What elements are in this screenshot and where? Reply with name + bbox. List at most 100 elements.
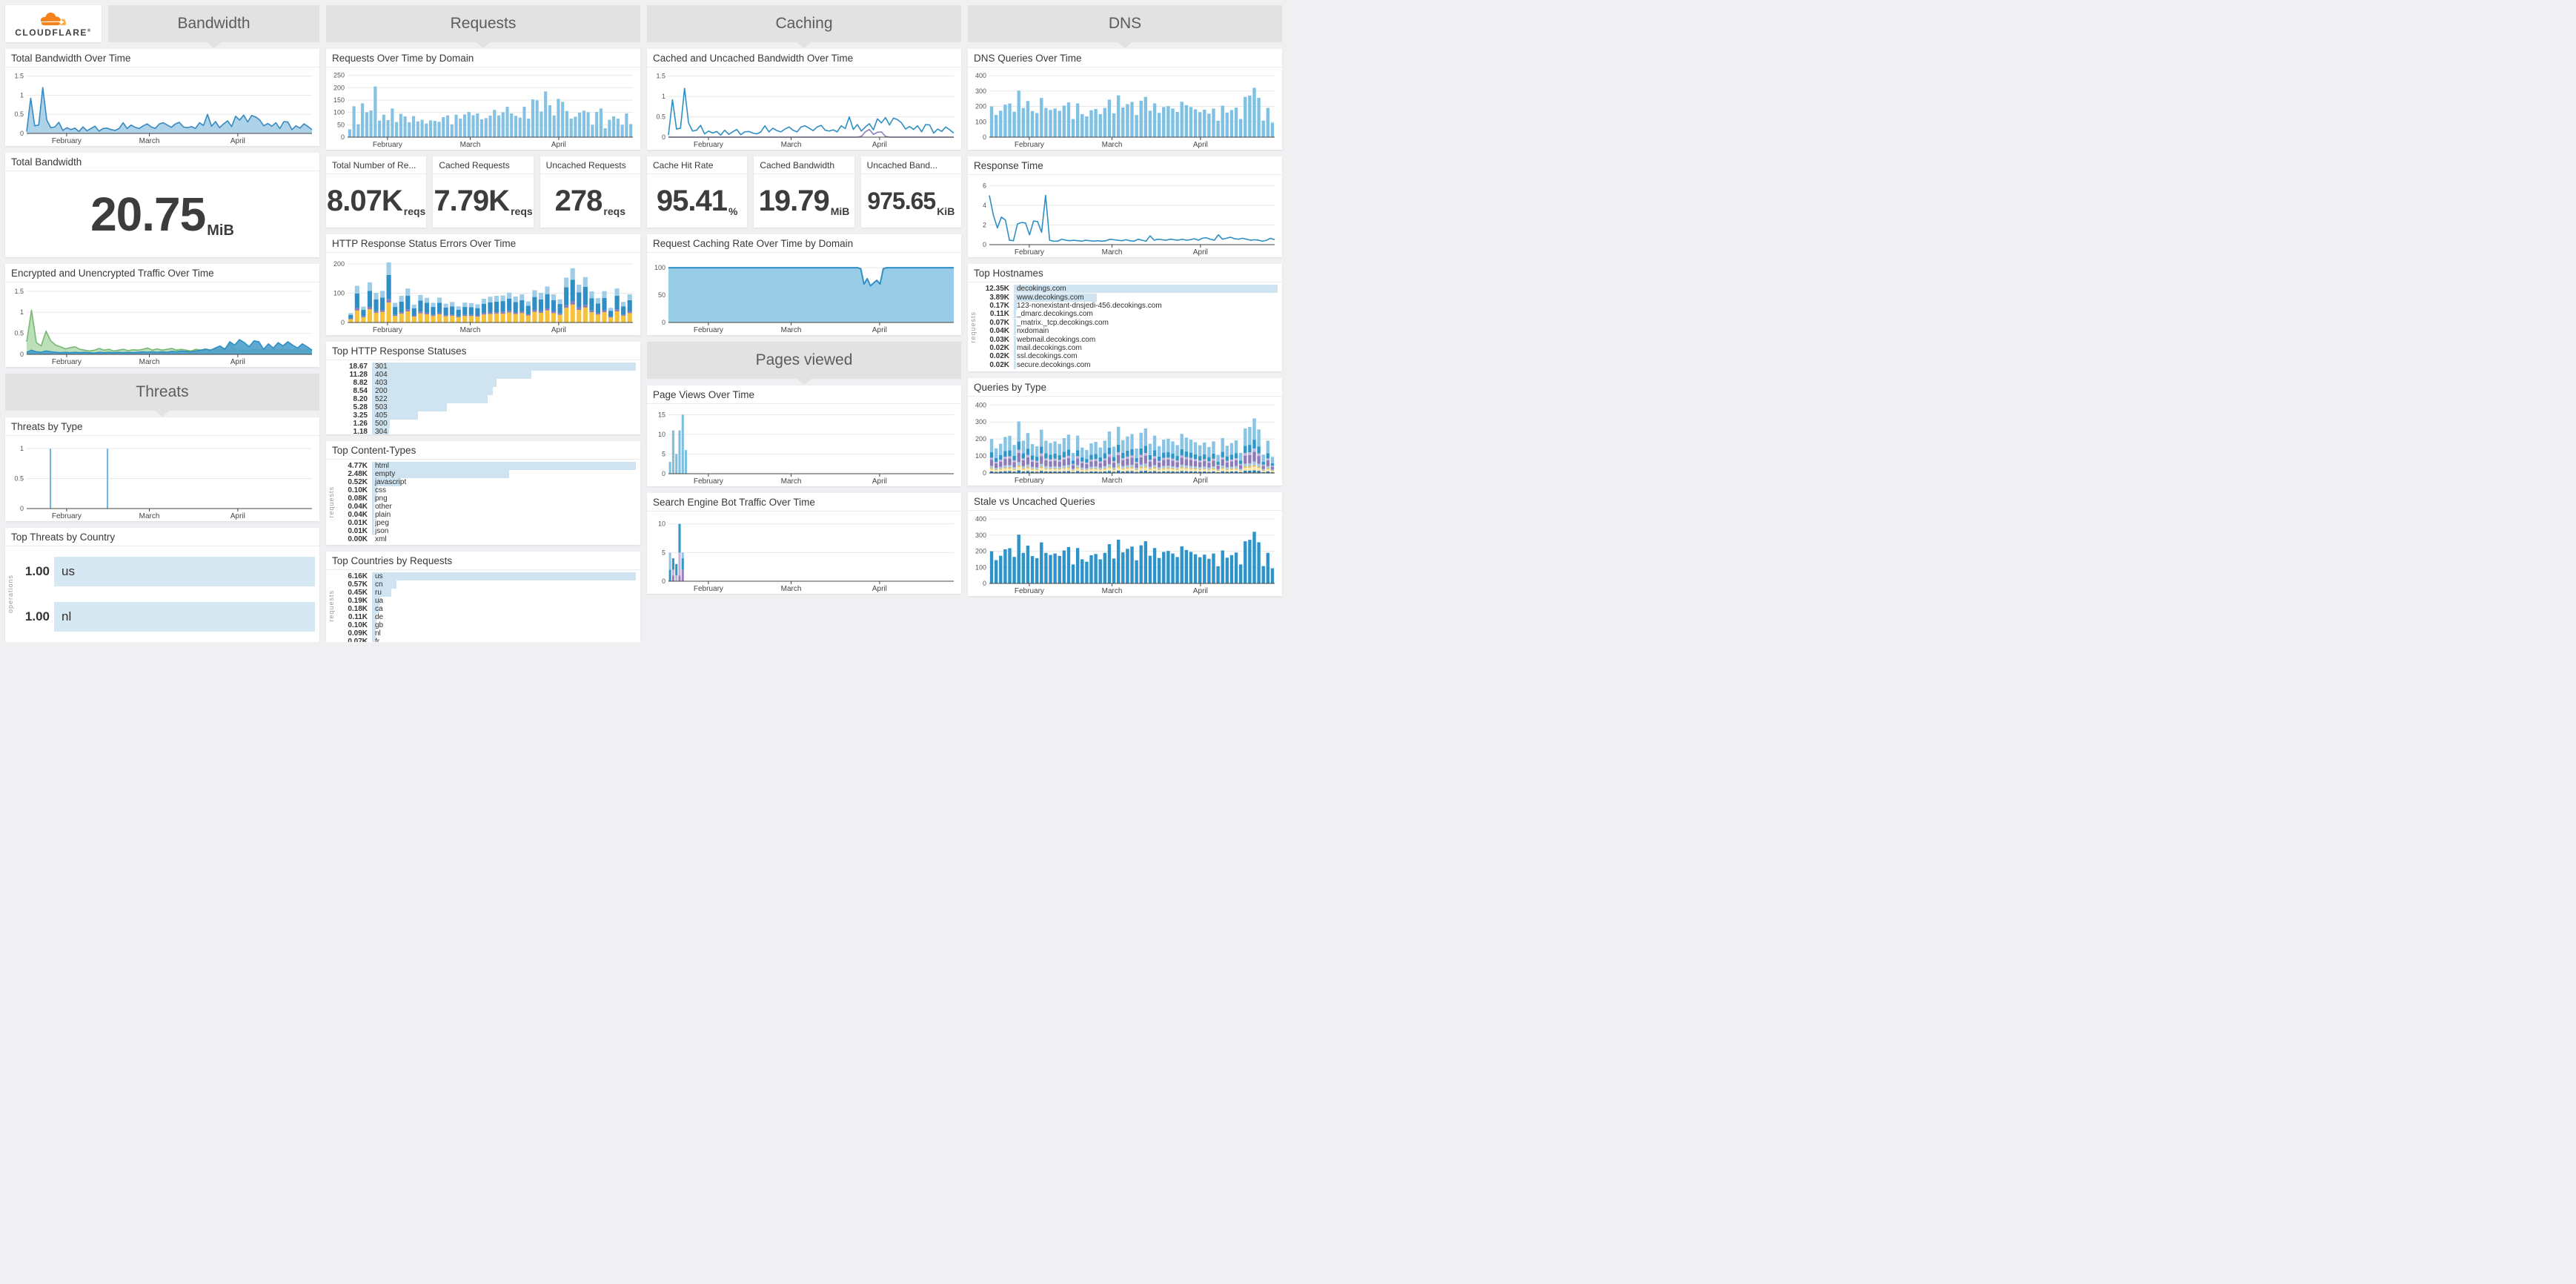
column-requests: Requests Requests Over Time by Domain 0 5… (326, 5, 640, 642)
section-pointer (796, 42, 812, 48)
svg-text:200: 200 (333, 260, 345, 268)
list-item-label: webmail.decokings.com (1017, 335, 1096, 344)
svg-text:200: 200 (975, 548, 986, 555)
list-item-value: 1.26 (353, 420, 368, 428)
panel-dns-queries: DNS Queries Over Time 0 100 200 300 400 Febru… (968, 49, 1282, 150)
queries-by-type-stacked-bar-chart[interactable]: 0 100 200 300 400 February March April (969, 398, 1279, 485)
svg-text:April: April (551, 141, 566, 149)
svg-text:February: February (1015, 587, 1044, 595)
top-hostnames-list: 12.35K decokings.com 3.89K www.decokings.co… (978, 285, 1278, 369)
section-header-dns: DNS (968, 5, 1282, 48)
svg-text:300: 300 (975, 418, 986, 426)
list-item-label: ca (375, 605, 383, 613)
svg-text:March: March (460, 326, 481, 334)
svg-text:March: March (139, 358, 160, 366)
svg-text:February: February (373, 141, 402, 149)
svg-text:March: March (460, 141, 481, 149)
encrypted-traffic-area-chart[interactable]: 0 0.5 1 1.5 February March April (7, 284, 316, 366)
total-bandwidth-area-chart[interactable]: 0 0.5 1 1.5 February March April (7, 69, 316, 145)
svg-text:April: April (230, 512, 245, 520)
panel-search-bot-traffic: Search Engine Bot Traffic Over Time 0 5 10… (647, 493, 961, 594)
panel-top-countries: Top Countries by Requests requests 6.16K… (326, 552, 640, 642)
y-axis-label (326, 363, 336, 432)
list-item-label: html (375, 462, 389, 470)
list-item-bar (372, 403, 447, 411)
list-item-bar (372, 379, 497, 387)
list-item-bar (372, 519, 374, 527)
dns-queries-bar-chart[interactable]: 0 100 200 300 400 February March April (969, 69, 1279, 149)
svg-text:0: 0 (983, 469, 986, 477)
list-item: 0.07K _matrix._tcp.decokings.com (978, 318, 1278, 327)
svg-text:250: 250 (333, 72, 345, 79)
list-item-value: 0.03K (989, 335, 1009, 344)
response-time-line-chart[interactable]: 0 2 4 6 February March April (969, 176, 1279, 257)
y-axis-label: requests (328, 486, 335, 518)
list-item-bar (1014, 310, 1017, 319)
list-item-bar (372, 589, 391, 597)
svg-text:100: 100 (975, 452, 986, 460)
list-item-bar (1014, 285, 1278, 294)
svg-text:April: April (230, 358, 245, 366)
section-header-pages-viewed: Pages viewed (647, 342, 961, 385)
http-errors-stacked-bar-chart[interactable]: 0 100 200 February March April (328, 254, 637, 334)
list-item: 8.82 403 (336, 379, 636, 387)
stat-title: Uncached Requests (540, 156, 640, 174)
page-views-bar-chart[interactable]: 0 5 10 15 February March April (648, 406, 958, 486)
panel-response-time: Response Time 0 2 4 6 February March April (968, 156, 1282, 257)
request-caching-rate-area-chart[interactable]: 0 50 100 February March April (648, 254, 958, 334)
stale-vs-uncached-bar-chart[interactable]: 0 100 200 300 400 February March April (969, 512, 1279, 595)
svg-text:400: 400 (975, 515, 986, 523)
requests-over-time-bar-chart[interactable]: 0 50 100 150 200 250 February March April (328, 69, 637, 149)
threats-by-type-bar-chart[interactable]: 0 0.5 1 February March April (7, 437, 316, 520)
panel-threats-by-type: Threats by Type 0 0.5 1 February March April (5, 417, 319, 521)
list-item: 1.26 500 (336, 420, 636, 428)
panel-total-requests-stat: Total Number of Re... 8.07K reqs (326, 156, 427, 228)
section-title: Bandwidth (177, 15, 250, 32)
list-item: 0.01K json (336, 527, 636, 535)
list-item-value: 0.02K (989, 343, 1009, 352)
svg-text:March: March (781, 477, 802, 486)
cloudflare-analytics-dashboard: CLOUDFLARE® Bandwidth Total Bandwidth Ov… (0, 0, 1288, 642)
list-item-label: nxdomain (1017, 327, 1049, 336)
list-item-bar (1014, 343, 1016, 352)
list-item-value: 1.18 (353, 428, 368, 434)
section-title: Threats (136, 383, 189, 400)
svg-text:100: 100 (654, 264, 665, 271)
list-item-value: 1.00 (24, 563, 50, 578)
list-item-label: gb (375, 621, 384, 629)
svg-text:0: 0 (983, 133, 986, 141)
panel-encrypted-traffic: Encrypted and Unencrypted Traffic Over T… (5, 264, 319, 367)
svg-text:April: April (230, 137, 245, 145)
search-bot-stacked-bar-chart[interactable]: 0 5 10 February March April (648, 513, 958, 593)
svg-text:10: 10 (658, 520, 665, 528)
list-item-bar (372, 462, 636, 470)
top-content-types-list: 4.77K html 2.48K empty 0.52K javascript 0.10K c… (336, 462, 636, 543)
svg-text:0: 0 (20, 505, 24, 512)
svg-text:300: 300 (975, 532, 986, 539)
list-item-value: 4.77K (348, 462, 368, 470)
panel-title: Cached and Uncached Bandwidth Over Time (647, 49, 961, 67)
list-item-bar (54, 556, 315, 586)
list-item-bar (1014, 318, 1016, 327)
list-item-value: 8.54 (353, 387, 368, 395)
list-item-label: 503 (375, 403, 388, 411)
list-item-value: 0.10K (348, 621, 368, 629)
list-item-label: other (375, 503, 392, 511)
svg-text:5: 5 (662, 549, 665, 556)
list-item: 0.04K other (336, 503, 636, 511)
svg-text:2: 2 (983, 221, 986, 228)
panel-title: Stale vs Uncached Queries (968, 492, 1282, 511)
list-item-value: 0.11K (348, 613, 368, 621)
cached-uncached-line-chart[interactable]: 0 0.5 1 1.5 February March April (648, 69, 958, 149)
stat-title: Total Number of Re... (326, 156, 427, 174)
top-http-statuses-list: 18.67 301 11.28 404 8.82 403 8.54 200 8.20 522 5.2… (336, 363, 636, 434)
list-item: 5.28 503 (336, 403, 636, 411)
panel-cached-uncached-bandwidth: Cached and Uncached Bandwidth Over Time … (647, 49, 961, 150)
stat-title: Cached Bandwidth (754, 156, 854, 174)
panel-title: Top Threats by Country (5, 528, 319, 546)
list-item-value: 18.67 (348, 363, 368, 371)
svg-text:April: April (1193, 477, 1208, 485)
list-item-value: 0.17K (989, 301, 1009, 310)
svg-text:0: 0 (662, 133, 665, 141)
list-item-label: empty (375, 470, 396, 478)
